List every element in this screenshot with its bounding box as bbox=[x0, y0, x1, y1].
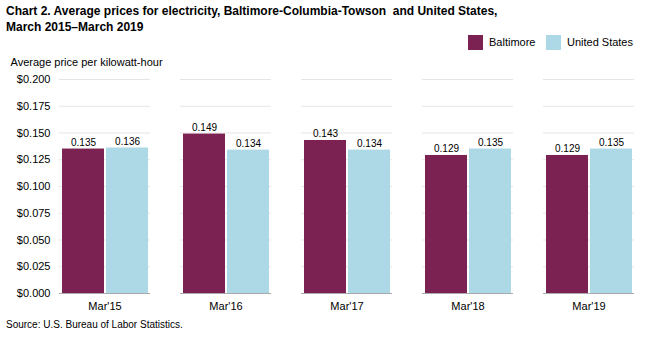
svg-text:$0.150: $0.150 bbox=[17, 127, 51, 139]
svg-text:$0.125: $0.125 bbox=[17, 153, 51, 165]
svg-text:0.135: 0.135 bbox=[71, 137, 96, 148]
svg-text:Mar'15: Mar'15 bbox=[88, 300, 121, 312]
svg-text:$0.200: $0.200 bbox=[17, 73, 51, 85]
svg-text:Mar'18: Mar'18 bbox=[451, 300, 484, 312]
svg-text:$0.175: $0.175 bbox=[17, 100, 51, 112]
svg-text:$0.075: $0.075 bbox=[17, 207, 51, 219]
html-text:United States: United States bbox=[567, 36, 633, 49]
svg-text:Average price per kilowatt-hou: Average price per kilowatt-hour bbox=[11, 56, 163, 68]
svg-text:0.129: 0.129 bbox=[555, 144, 580, 155]
svg-text:$0.000: $0.000 bbox=[17, 287, 51, 299]
html-text:March 2015–March 2019: March 2015–March 2019 bbox=[6, 19, 144, 34]
svg-text:0.135: 0.135 bbox=[478, 137, 503, 148]
html-text:Source: U.S. Bureau of Labor S: Source: U.S. Bureau of Labor Statistics. bbox=[6, 319, 183, 331]
svg-text:0.136: 0.136 bbox=[115, 136, 140, 147]
html-text:Baltimore: Baltimore bbox=[489, 36, 536, 49]
svg-text:$0.050: $0.050 bbox=[17, 234, 51, 246]
svg-text:Mar'19: Mar'19 bbox=[572, 300, 605, 312]
svg-text:0.134: 0.134 bbox=[357, 138, 382, 149]
svg-text:0.135: 0.135 bbox=[599, 137, 624, 148]
svg-text:0.149: 0.149 bbox=[192, 122, 217, 133]
svg-text:Mar'16: Mar'16 bbox=[209, 300, 242, 312]
svg-text:0.143: 0.143 bbox=[313, 129, 338, 140]
svg-text:$0.100: $0.100 bbox=[17, 180, 51, 192]
svg-text:Mar'17: Mar'17 bbox=[330, 300, 363, 312]
svg-text:0.134: 0.134 bbox=[236, 138, 261, 149]
svg-text:0.129: 0.129 bbox=[434, 144, 459, 155]
html-text:Chart 2. Average prices for el: Chart 2. Average prices for electricity,… bbox=[6, 4, 498, 18]
svg-text:$0.025: $0.025 bbox=[17, 260, 51, 272]
